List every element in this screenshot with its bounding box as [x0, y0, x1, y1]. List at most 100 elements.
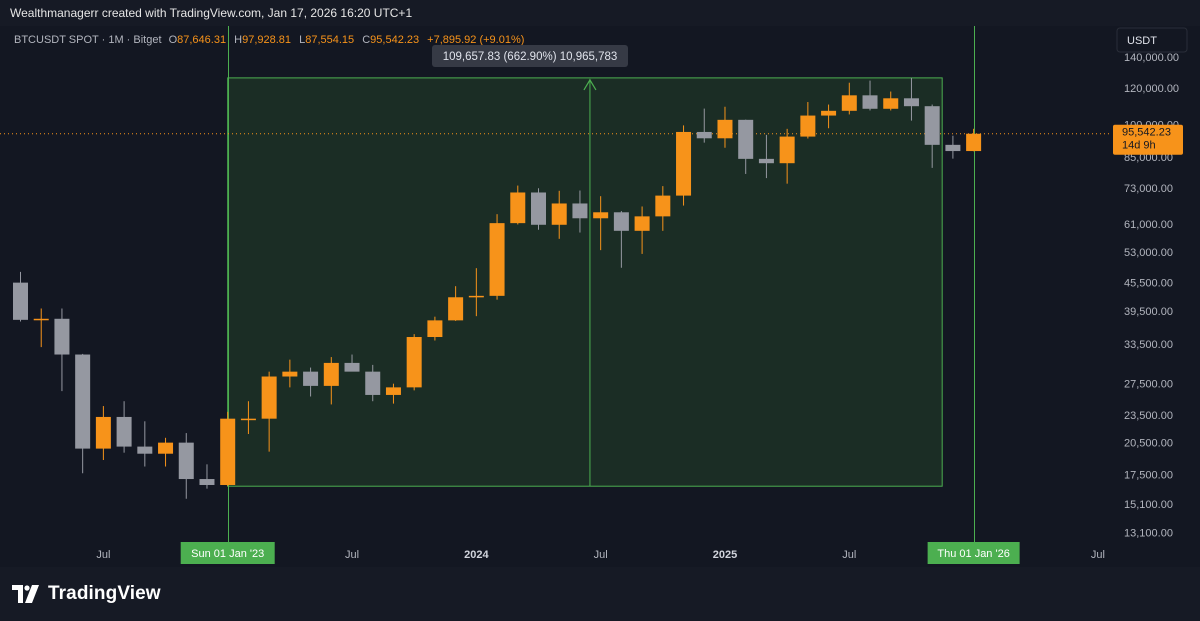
time-tick-label: Jul	[842, 549, 856, 561]
candle-2024-08[interactable]	[613, 211, 629, 268]
candle-2022-07[interactable]	[95, 406, 111, 461]
candle-2025-04[interactable]	[779, 128, 795, 184]
candle-2022-09[interactable]	[137, 421, 153, 467]
candle-2023-02[interactable]	[240, 401, 256, 435]
candle-2022-06[interactable]	[75, 353, 91, 474]
candle-2022-10[interactable]	[158, 437, 174, 467]
candle-2022-12[interactable]	[199, 464, 215, 489]
candle-2025-07[interactable]	[841, 82, 857, 115]
candle-2025-11[interactable]	[924, 104, 940, 168]
measurement-range-box[interactable]	[227, 77, 943, 487]
candle-2024-11[interactable]	[676, 125, 692, 206]
candle-body	[75, 354, 91, 449]
price-tick-label: 13,100.00	[1124, 528, 1173, 540]
candle-2022-11[interactable]	[178, 433, 194, 499]
legend-h-label: H	[234, 34, 242, 46]
candle-2024-04[interactable]	[531, 188, 546, 230]
price-tick-label: 23,500.00	[1124, 410, 1173, 422]
candle-2025-03[interactable]	[758, 134, 774, 179]
candle-body	[613, 212, 629, 231]
legend-symbol: BTCUSDT SPOT · 1M · Bitget	[14, 34, 162, 46]
candle-2025-05[interactable]	[800, 102, 816, 139]
chart-area[interactable]: BTCUSDT SPOT · 1M · Bitget O87,646.31 H9…	[0, 26, 1200, 567]
candle-body	[344, 362, 360, 372]
candle-2022-05[interactable]	[54, 308, 70, 392]
time-tick-label: 2025	[713, 549, 737, 561]
candle-2025-02[interactable]	[738, 119, 754, 174]
candle-2026-01[interactable]	[966, 128, 982, 152]
price-tick-label: 33,500.00	[1124, 339, 1173, 351]
candle-2024-10[interactable]	[655, 186, 671, 231]
candle-2023-01[interactable]	[220, 411, 236, 487]
candle-2024-01[interactable]	[468, 268, 484, 317]
candle-2024-09[interactable]	[634, 206, 650, 254]
candle-2025-06[interactable]	[821, 104, 837, 129]
candle-body	[261, 376, 277, 419]
tradingview-logo-text: TradingView	[48, 583, 161, 604]
candle-body	[676, 131, 692, 196]
candle-2024-02[interactable]	[489, 214, 505, 300]
tradingview-logo[interactable]: TradingView	[12, 582, 161, 606]
time-axis[interactable]: Jul Jul 2024 Jul 2025 Jul Jul	[96, 549, 1105, 561]
candle-2024-05[interactable]	[551, 190, 567, 239]
candle-body	[158, 442, 174, 454]
candle-body	[531, 192, 546, 225]
candle-body	[655, 195, 671, 217]
price-tick-label: 20,500.00	[1124, 438, 1173, 450]
candle-2025-08[interactable]	[862, 80, 878, 111]
candle-body	[365, 371, 381, 395]
candle-2023-03[interactable]	[261, 371, 277, 452]
candle-body	[54, 318, 70, 355]
candle-2023-04[interactable]	[282, 359, 298, 388]
candle-2023-10[interactable]	[406, 334, 422, 391]
candle-2025-01[interactable]	[717, 106, 733, 148]
candle-body	[220, 418, 236, 485]
tradingview-logo-icon	[12, 585, 39, 603]
candle-2022-04[interactable]	[33, 308, 49, 348]
candle-body	[945, 144, 961, 152]
candle-body	[696, 131, 712, 139]
candle-body	[489, 223, 505, 296]
time-tick-label: Jul	[345, 549, 359, 561]
candlestick-chart[interactable]: BTCUSDT SPOT · 1M · Bitget O87,646.31 H9…	[0, 26, 1200, 567]
price-axis[interactable]: 140,000.00120,000.00100,000.0085,000.007…	[1124, 52, 1179, 539]
price-tick-label: 45,500.00	[1124, 278, 1173, 290]
candle-body	[883, 98, 899, 109]
currency-button-label: USDT	[1127, 35, 1157, 47]
candle-2023-06[interactable]	[323, 357, 339, 405]
candle-body	[862, 95, 878, 109]
candle-2023-09[interactable]	[385, 383, 401, 404]
candle-2023-05[interactable]	[303, 367, 319, 397]
candle-2022-03[interactable]	[13, 271, 28, 322]
candle-body	[800, 115, 816, 137]
candle-2023-08[interactable]	[365, 364, 381, 402]
candle-body	[966, 133, 982, 152]
candle-2025-10[interactable]	[903, 77, 919, 121]
time-tick-label: Jul	[96, 549, 110, 561]
candle-body	[13, 282, 28, 320]
candle-2024-07[interactable]	[593, 196, 609, 251]
legend-l-value: 87,554.15	[305, 34, 354, 46]
candle-2022-08[interactable]	[116, 401, 132, 453]
candle-body	[199, 479, 215, 485]
legend-l-label: L	[299, 34, 305, 46]
candle-2025-09[interactable]	[883, 91, 899, 111]
candle-2023-07[interactable]	[344, 354, 360, 372]
candle-body	[738, 119, 754, 159]
footer-bar	[0, 567, 1200, 621]
legend-o-label: O	[169, 34, 178, 46]
candle-body	[924, 106, 940, 145]
candle-2023-12[interactable]	[448, 286, 464, 321]
legend-change: +7,895.92 (+9.01%)	[427, 34, 524, 46]
candle-2024-12[interactable]	[696, 108, 712, 143]
time-tag-start: Sun 01 Jan '23	[180, 542, 275, 564]
currency-button[interactable]: USDT	[1116, 27, 1188, 53]
candle-2024-03[interactable]	[510, 185, 526, 225]
candle-2024-06[interactable]	[572, 190, 588, 233]
candle-2023-11[interactable]	[427, 316, 443, 341]
candle-body	[385, 387, 401, 395]
candle-body	[717, 119, 733, 139]
candle-2025-12[interactable]	[945, 135, 961, 159]
legend-h-value: 97,928.81	[242, 34, 291, 46]
candle-body	[95, 416, 111, 449]
